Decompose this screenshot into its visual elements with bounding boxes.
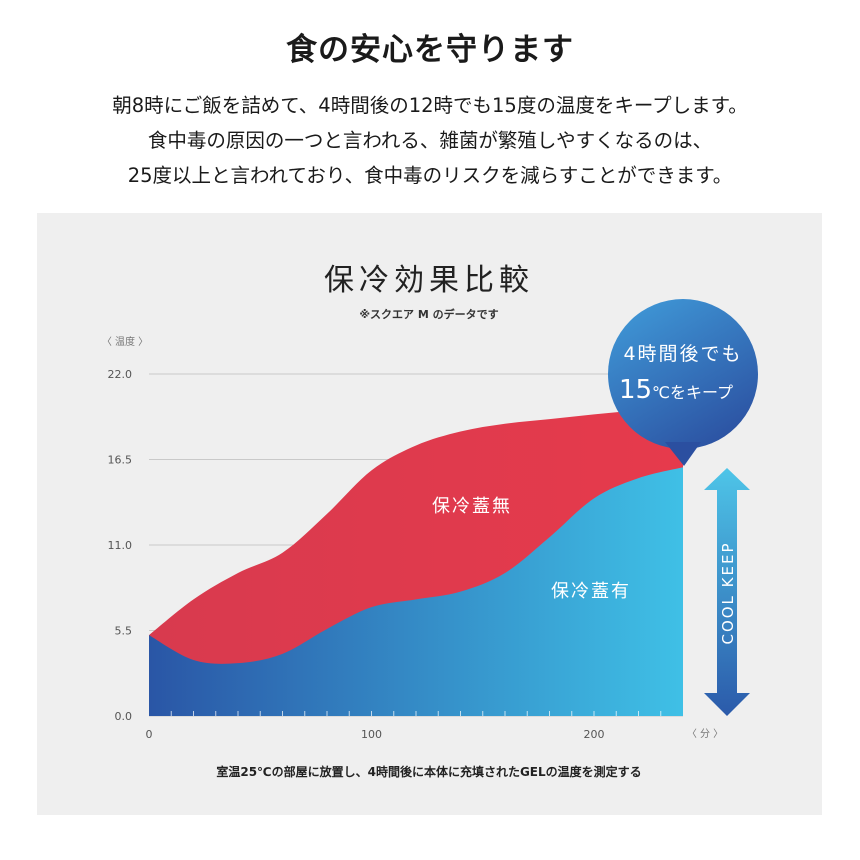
y-tick-label: 5.5 [115,625,133,638]
intro-line-1: 朝8時にご飯を詰めて、4時間後の12時でも15度の温度をキープします。 [112,94,748,117]
area-series-with-lid [149,467,683,716]
callout-line-2: 15℃をキープ [619,375,733,405]
y-tick-label: 16.5 [108,454,133,467]
chart-title: 保冷効果比較 [324,263,534,298]
callout-pointer [665,442,701,466]
axis-ticks: 0 100 200 [146,711,662,741]
chart-subtitle: ※スクエア M のデータです [359,307,498,321]
x-tick-label: 0 [146,728,153,741]
chart-footnote: 室温25℃の部屋に放置し、4時間後に本体に充填されたGELの温度を測定する [216,764,641,779]
callout-number: 15 [619,375,652,405]
chart-areas [149,401,683,716]
intro-line-3: 25度以上と言われており、食中毒のリスクを減らすことができます。 [127,164,733,187]
intro-line-2: 食中毒の原因の一つと言われる、雑菌が繁殖しやすくなるのは、 [147,129,713,152]
cool-keep-arrow: COOL KEEP [704,468,750,716]
x-tick-label: 200 [584,728,605,741]
cool-keep-label: COOL KEEP [719,541,737,644]
callout-bubble: 4時間後でも 15℃をキープ [608,299,758,466]
y-tick-label: 22.0 [108,368,133,381]
callout-text: ℃をキープ [652,383,733,402]
page-headline: 食の安心を守ります [286,32,574,68]
y-tick-label: 0.0 [115,710,133,723]
cool-keep-arrow-shape [704,468,750,716]
y-tick-label: 11.0 [108,539,133,552]
x-axis-label: 〈 分 〉 [687,728,723,740]
y-axis-label: 〈 温度 〉 [102,335,148,348]
callout-circle [608,299,758,449]
callout-line-1: 4時間後でも [623,343,742,365]
x-tick-label: 100 [361,728,382,741]
series-label-with-lid: 保冷蓋有 [551,581,631,602]
intro-text: 朝8時にご飯を詰めて、4時間後の12時でも15度の温度をキープします。 食中毒の… [0,88,860,193]
series-label-no-lid: 保冷蓋無 [432,496,512,517]
